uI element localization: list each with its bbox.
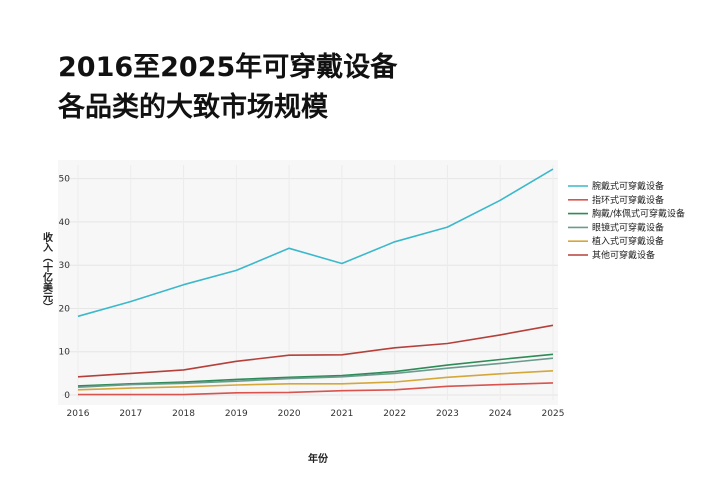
y-tick-label: 50 <box>59 175 71 185</box>
x-tick-label: 2016 <box>67 409 90 419</box>
legend-entry: 眼镜式可穿戴设备 <box>592 221 664 233</box>
x-axis-ticks: 2016 2017 2018 2019 2020 2021 2022 2023 2024 2025 <box>67 409 565 419</box>
series-line <box>77 357 554 388</box>
y-tick-label: 40 <box>59 218 71 228</box>
legend-entry: 腕戴式可穿戴设备 <box>592 180 664 192</box>
y-tick-label: 10 <box>59 348 71 358</box>
legend-entry: 植入式可穿戴设备 <box>592 235 664 247</box>
x-tick-label: 2020 <box>278 409 301 419</box>
series-line <box>77 324 554 378</box>
x-tick-label: 2024 <box>489 409 512 419</box>
y-axis-label: 收入（十亿美元） <box>41 231 54 312</box>
title-line-2: 各品类的大致市场规模 <box>58 92 328 123</box>
grid-lines <box>62 165 558 400</box>
plot-background <box>58 160 558 405</box>
x-tick-label: 2017 <box>119 409 142 419</box>
series-line <box>77 370 554 391</box>
page-title: 2016至2025年可穿戴设备 各品类的大致市场规模 <box>58 48 397 128</box>
y-tick-label: 0 <box>64 391 70 401</box>
y-tick-label: 20 <box>59 304 71 314</box>
x-tick-label: 2022 <box>383 409 406 419</box>
series-line <box>77 168 554 318</box>
x-tick-label: 2019 <box>225 409 248 419</box>
title-line-1: 2016至2025年可穿戴设备 <box>58 52 398 83</box>
legend: 腕戴式可穿戴设备指环式可穿戴设备胸戴/体佩式可穿戴设备眼镜式可穿戴设备植入式可穿… <box>568 180 685 261</box>
series-lines <box>77 168 554 396</box>
x-axis-label: 年份 <box>308 452 329 465</box>
y-tick-label: 30 <box>59 261 71 271</box>
x-tick-label: 2025 <box>542 409 565 419</box>
y-axis-ticks: 0 10 20 30 40 50 <box>59 175 71 401</box>
x-tick-label: 2023 <box>436 409 459 419</box>
legend-entry: 其他可穿戴设备 <box>592 249 655 261</box>
x-tick-label: 2021 <box>330 409 353 419</box>
legend-entry: 胸戴/体佩式可穿戴设备 <box>592 208 685 220</box>
x-tick-label: 2018 <box>172 409 195 419</box>
series-line <box>78 382 554 396</box>
series-line <box>77 353 554 387</box>
legend-entry: 指环式可穿戴设备 <box>592 194 664 206</box>
